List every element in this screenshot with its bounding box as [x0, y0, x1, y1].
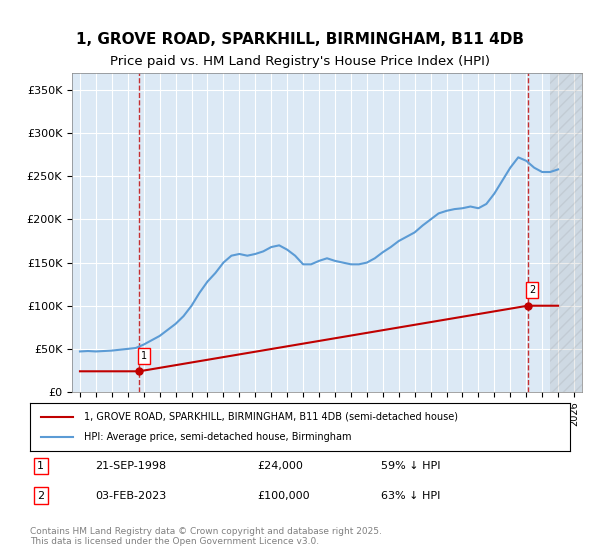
Text: 2: 2: [529, 285, 536, 295]
Text: 1: 1: [37, 461, 44, 471]
Text: 1: 1: [141, 351, 147, 361]
Text: 1, GROVE ROAD, SPARKHILL, BIRMINGHAM, B11 4DB: 1, GROVE ROAD, SPARKHILL, BIRMINGHAM, B1…: [76, 32, 524, 46]
Bar: [550, 73, 582, 392]
Text: 63% ↓ HPI: 63% ↓ HPI: [381, 491, 440, 501]
Text: 59% ↓ HPI: 59% ↓ HPI: [381, 461, 440, 471]
Text: Price paid vs. HM Land Registry's House Price Index (HPI): Price paid vs. HM Land Registry's House …: [110, 55, 490, 68]
Text: 2: 2: [37, 491, 44, 501]
Text: £24,000: £24,000: [257, 461, 302, 471]
Text: £100,000: £100,000: [257, 491, 310, 501]
Text: 03-FEB-2023: 03-FEB-2023: [95, 491, 166, 501]
Text: 21-SEP-1998: 21-SEP-1998: [95, 461, 166, 471]
Text: HPI: Average price, semi-detached house, Birmingham: HPI: Average price, semi-detached house,…: [84, 432, 352, 442]
Text: Contains HM Land Registry data © Crown copyright and database right 2025.
This d: Contains HM Land Registry data © Crown c…: [30, 526, 382, 546]
Text: 1, GROVE ROAD, SPARKHILL, BIRMINGHAM, B11 4DB (semi-detached house): 1, GROVE ROAD, SPARKHILL, BIRMINGHAM, B1…: [84, 412, 458, 422]
